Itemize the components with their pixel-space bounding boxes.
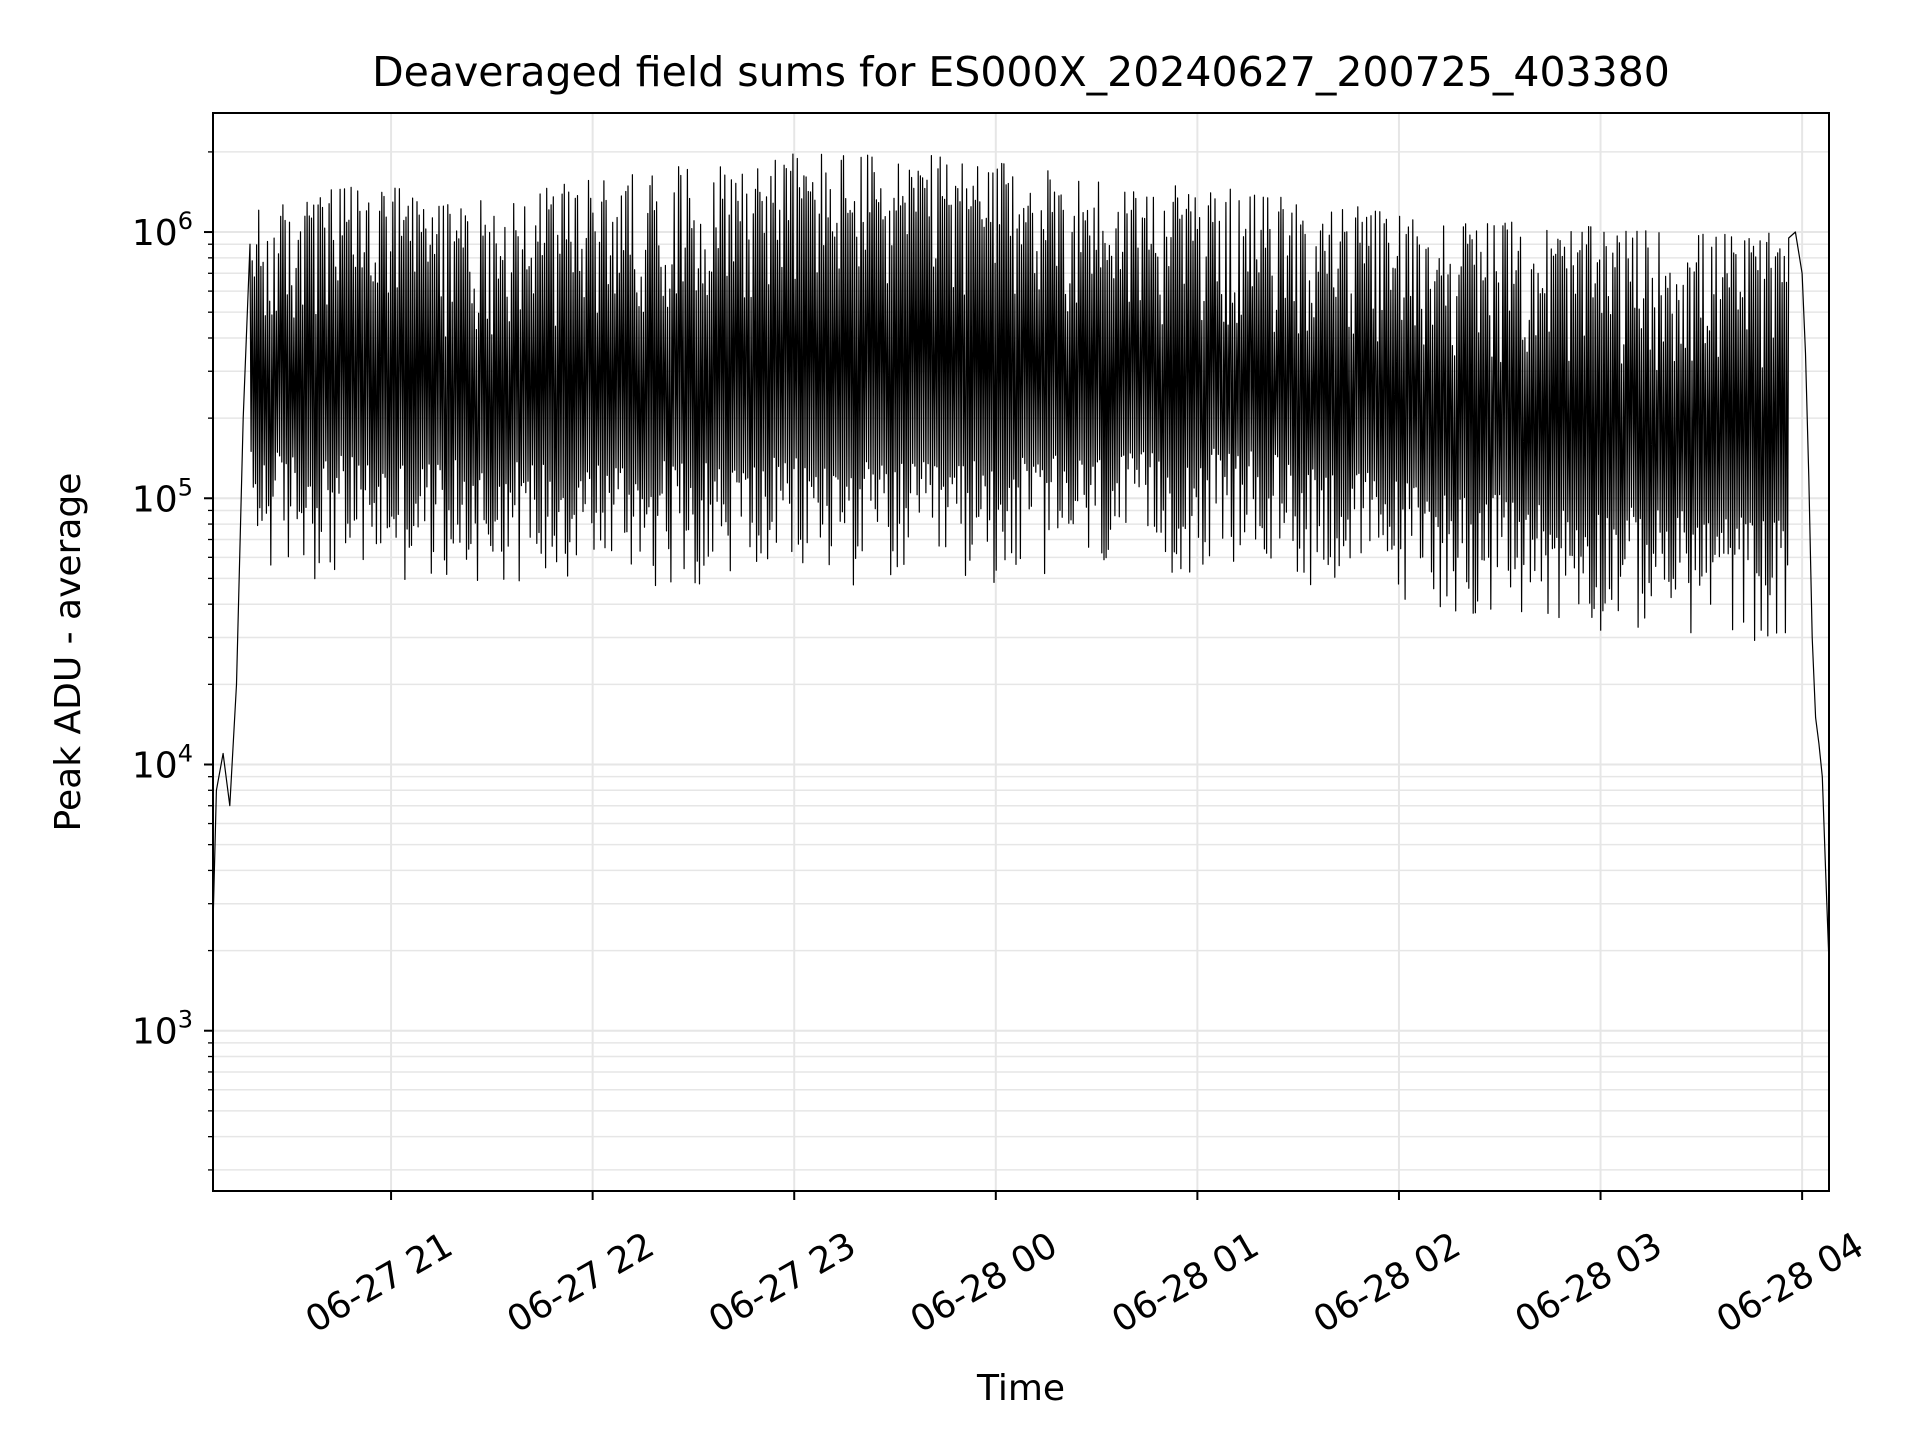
series-line xyxy=(212,153,1830,963)
y-tick-label: 105 xyxy=(132,473,193,520)
plot-frame xyxy=(212,112,1830,1192)
x-axis-label: Time xyxy=(976,1368,1065,1409)
chart-title: Deaveraged field sums for ES000X_2024062… xyxy=(372,48,1670,96)
y-axis-label: Peak ADU - average xyxy=(48,473,89,832)
data-series xyxy=(212,153,1830,963)
y-tick-label: 103 xyxy=(132,1006,193,1053)
y-tick-label: 106 xyxy=(132,207,193,254)
y-tick-label: 104 xyxy=(132,739,193,786)
